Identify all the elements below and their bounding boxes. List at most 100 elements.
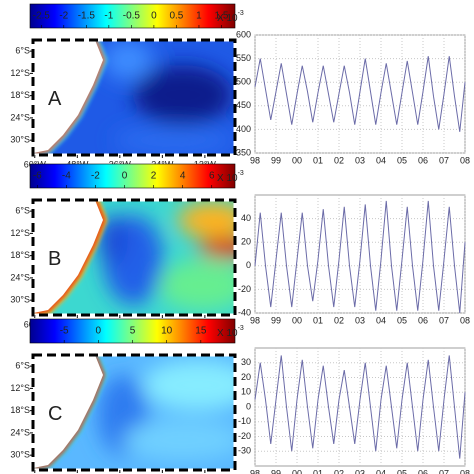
y-tick-label: 550: [236, 53, 251, 63]
blob: [158, 260, 235, 310]
y-tick-label: 30°S: [10, 450, 30, 460]
unit-base: X 10: [217, 328, 238, 339]
y-tick-label: 12°S: [10, 383, 30, 393]
x-tick-label: 98: [250, 468, 260, 474]
colorbar-tick-label: 0.5: [169, 11, 183, 22]
blob: [103, 40, 153, 80]
x-tick-label: 06: [418, 468, 428, 474]
map-frame: [31, 38, 237, 157]
y-tick-label: 18°S: [10, 405, 30, 415]
unit-base: X 10: [217, 13, 238, 24]
y-tick-label: 6°S: [15, 361, 30, 371]
y-tick-label: 600: [236, 29, 251, 39]
x-tick-label: 00: [292, 315, 302, 325]
y-tick-label: 24°S: [10, 427, 30, 437]
land: [33, 355, 103, 470]
x-tick-label: 99: [271, 155, 281, 165]
land: [33, 40, 103, 155]
colorbar-tick-label: -4: [62, 171, 71, 182]
series-line: [254, 200, 466, 314]
colorbar: [29, 163, 236, 189]
x-tick-label: 05: [397, 468, 407, 474]
blob: [133, 65, 233, 125]
x-tick-label: 00: [292, 155, 302, 165]
x-tick-label: 05: [397, 315, 407, 325]
x-tick-label: 07: [439, 155, 449, 165]
x-tick-label: 04: [376, 315, 386, 325]
x-tick-label: 06: [418, 155, 428, 165]
colorbar-unit: X 10-3: [217, 325, 244, 339]
land: [33, 200, 103, 315]
colorbar-tick-label: 6: [209, 171, 215, 182]
map-field: [33, 40, 235, 155]
x-tick-label: 07: [439, 468, 449, 474]
map-panel: -2.5-2-1.5-1-0.500.511.5X 10-3A60°W48°W3…: [10, 3, 244, 169]
colorbar-tick-label: 15: [195, 326, 207, 337]
blob: [198, 238, 235, 258]
y-tick-label: 0: [246, 401, 251, 411]
map-frame: [31, 198, 237, 317]
colorbar-tick-label: -6: [33, 171, 42, 182]
y-tick-label: 0: [246, 260, 251, 270]
y-tick-label: -20: [238, 431, 251, 441]
blobs: [98, 202, 235, 310]
y-tick-label: 6°S: [15, 46, 30, 56]
y-tick-label: 24°S: [10, 272, 30, 282]
x-tick-label: 02: [334, 468, 344, 474]
panel-label: C: [48, 403, 62, 425]
x-tick-label: 00: [292, 468, 302, 474]
blob: [98, 215, 128, 265]
x-tick-label: 08: [460, 315, 470, 325]
x-tick-label: 08: [460, 155, 470, 165]
colorbar-unit: X 10-3: [217, 10, 244, 24]
blobs: [98, 360, 235, 460]
colorbar-tick-label: -2.5: [33, 11, 51, 22]
x-tick-label: 04: [376, 155, 386, 165]
y-tick-label: 40: [241, 213, 251, 223]
blob: [113, 126, 233, 154]
colorbar: [29, 318, 236, 344]
colorbar-tick-label: 0: [96, 326, 102, 337]
y-tick-label: 24°S: [10, 112, 30, 122]
x-tick-label: 99: [271, 468, 281, 474]
y-tick-label: 18°S: [10, 250, 30, 260]
x-tick-label: 98: [250, 155, 260, 165]
y-tick-label: 400: [236, 124, 251, 134]
y-tick-label: 450: [236, 100, 251, 110]
x-tick-label: 04: [376, 468, 386, 474]
x-tick-label: 03: [355, 155, 365, 165]
map-field: [33, 200, 235, 315]
unit-exponent: -3: [238, 170, 244, 177]
colorbar-tick-label: -5: [60, 326, 69, 337]
colorbar-tick-label: -2: [91, 171, 100, 182]
x-tick-label: 01: [313, 155, 323, 165]
x-tick-label: 01: [313, 468, 323, 474]
x-tick-label: 98: [250, 315, 260, 325]
y-tick-label: 350: [236, 147, 251, 157]
colorbar-tick-label: 5: [130, 326, 136, 337]
y-tick-label: 30°S: [10, 295, 30, 305]
unit-exponent: -3: [238, 10, 244, 17]
panel-label: A: [48, 88, 62, 110]
y-tick-label: -30: [238, 446, 251, 456]
y-tick-label: 18°S: [10, 90, 30, 100]
colorbar-tick-label: 2: [151, 171, 157, 182]
y-tick-label: 30: [241, 357, 251, 367]
colorbar: [29, 3, 236, 29]
y-tick-label: 12°S: [10, 228, 30, 238]
y-tick-label: 10: [241, 387, 251, 397]
colorbar-tick-label: 1.5: [215, 11, 229, 22]
blobs: [103, 40, 233, 154]
x-tick-label: 01: [313, 315, 323, 325]
colorbar-tick-label: 0: [151, 11, 157, 22]
x-tick-label: 02: [334, 315, 344, 325]
x-tick-label: 03: [355, 468, 365, 474]
blob: [123, 420, 235, 460]
blob: [143, 360, 235, 410]
colorbar-tick-label: -0.5: [123, 11, 141, 22]
y-tick-label: 12°S: [10, 68, 30, 78]
x-tick-label: 03: [355, 315, 365, 325]
